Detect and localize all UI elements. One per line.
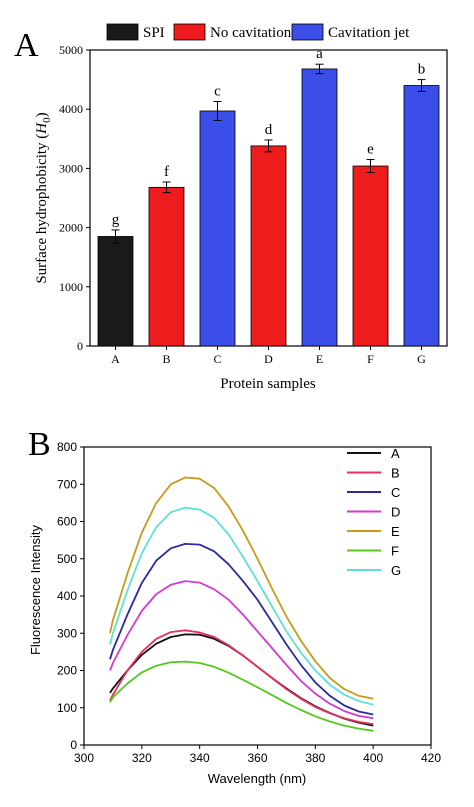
significance-letter-C: c bbox=[214, 84, 221, 100]
panel-a-label: A bbox=[14, 27, 39, 64]
significance-letter-D: d bbox=[265, 122, 273, 138]
y-tick-label-100: 100 bbox=[57, 701, 77, 715]
y-tick-label-0: 0 bbox=[77, 339, 83, 353]
legend-label-F: F bbox=[391, 544, 399, 559]
panel-b-lines bbox=[109, 476, 374, 732]
y-tick-label-2000: 2000 bbox=[59, 221, 83, 235]
legend-label-E: E bbox=[391, 524, 400, 539]
panel-a-bars: g f c d a e b bbox=[97, 46, 440, 347]
x-tick-label-320: 320 bbox=[132, 751, 152, 765]
bar-E bbox=[301, 68, 338, 347]
x-tick-label-B: B bbox=[162, 352, 170, 366]
significance-letter-A: g bbox=[112, 212, 120, 228]
x-tick-label-340: 340 bbox=[190, 751, 210, 765]
series-line-E bbox=[109, 476, 374, 700]
x-tick-label-D: D bbox=[264, 352, 273, 366]
y-tick-label-400: 400 bbox=[57, 589, 77, 603]
significance-letter-E: a bbox=[316, 46, 323, 62]
legend-swatch-2 bbox=[291, 23, 324, 41]
significance-letter-B: f bbox=[164, 164, 169, 180]
y-tick-label-200: 200 bbox=[57, 664, 77, 678]
y-tick-label-0: 0 bbox=[70, 738, 77, 752]
x-tick-label-360: 360 bbox=[247, 751, 267, 765]
x-tick-label-A: A bbox=[111, 352, 120, 366]
x-tick-label-400: 400 bbox=[363, 751, 383, 765]
y-tick-label-800: 800 bbox=[57, 440, 77, 454]
legend-label-C: C bbox=[391, 485, 400, 500]
panel-a: A SPI No cavitation jet Cavitation jet g f c… bbox=[14, 23, 448, 392]
y-tick-label-4000: 4000 bbox=[59, 102, 83, 116]
y-tick-label-5000: 5000 bbox=[59, 43, 83, 57]
panel-b-label: B bbox=[28, 426, 51, 463]
series-line-G bbox=[109, 506, 374, 706]
bar-D bbox=[250, 145, 287, 347]
legend-swatch-0 bbox=[106, 23, 139, 41]
x-tick-label-C: C bbox=[213, 352, 221, 366]
y-tick-label-300: 300 bbox=[57, 626, 77, 640]
y-tick-label-1000: 1000 bbox=[59, 280, 83, 294]
legend-label-1: No cavitation jet bbox=[210, 25, 311, 41]
legend-label-0: SPI bbox=[143, 25, 165, 41]
bar-A bbox=[97, 236, 134, 347]
x-tick-label-380: 380 bbox=[305, 751, 325, 765]
panel-b-x-axis: 300 320 340 360 380 400 420 bbox=[74, 745, 441, 765]
x-tick-label-E: E bbox=[316, 352, 323, 366]
panel-a-x-axis-label: Protein samples bbox=[220, 376, 316, 392]
x-tick-label-F: F bbox=[367, 352, 374, 366]
legend-label-D: D bbox=[391, 505, 400, 520]
panel-a-y-axis-label: Surface hydrophobicity (H0) bbox=[34, 112, 53, 283]
legend-label-G: G bbox=[391, 563, 401, 578]
significance-letter-G: b bbox=[418, 62, 426, 78]
x-tick-label-420: 420 bbox=[421, 751, 441, 765]
legend-swatch-1 bbox=[173, 23, 206, 41]
panel-a-legend: SPI No cavitation jet Cavitation jet bbox=[106, 23, 410, 41]
x-tick-label-300: 300 bbox=[74, 751, 94, 765]
series-line-F bbox=[109, 660, 374, 732]
bar-C bbox=[199, 110, 236, 347]
panel-b-y-axis-label: Fluorescence Intensity bbox=[28, 524, 43, 655]
bar-B bbox=[148, 186, 185, 347]
y-tick-label-3000: 3000 bbox=[59, 161, 83, 175]
y-tick-label-700: 700 bbox=[57, 477, 77, 491]
legend-label-2: Cavitation jet bbox=[328, 25, 410, 41]
panel-a-y-axis: 0 1000 2000 3000 4000 5000 bbox=[59, 43, 90, 353]
panel-b-x-axis-label: Wavelength (nm) bbox=[208, 771, 307, 786]
x-tick-label-G: G bbox=[417, 352, 426, 366]
bar-F bbox=[352, 165, 389, 347]
y-tick-label-600: 600 bbox=[57, 515, 77, 529]
legend-label-B: B bbox=[391, 466, 400, 481]
series-line-B bbox=[109, 629, 374, 725]
series-line-C bbox=[109, 543, 374, 716]
bar-G bbox=[403, 85, 440, 347]
legend-label-A: A bbox=[391, 446, 400, 461]
significance-letter-F: e bbox=[367, 142, 374, 158]
panel-b-y-axis: 0 100 200 300 400 500 600 700 800 bbox=[57, 440, 84, 752]
panel-a-x-axis: A B C D E F G bbox=[111, 346, 426, 366]
y-tick-label-500: 500 bbox=[57, 552, 77, 566]
series-line-D bbox=[109, 580, 374, 720]
